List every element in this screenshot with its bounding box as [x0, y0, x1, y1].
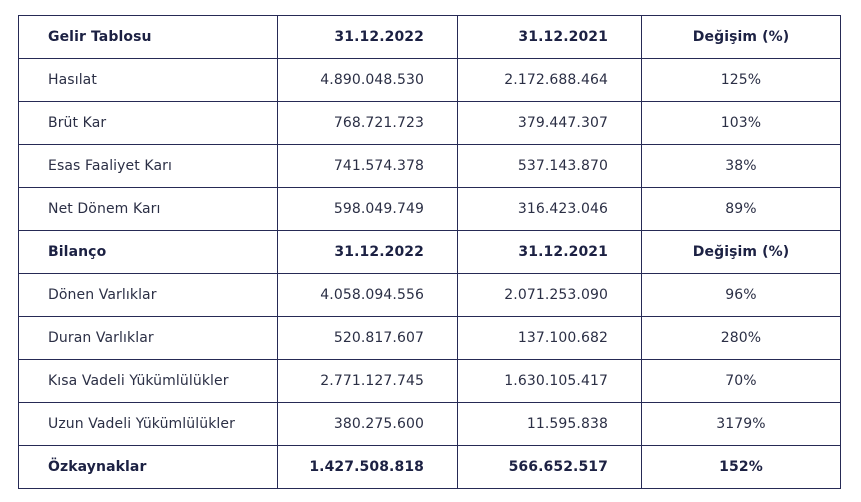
value-2022: 598.049.749: [277, 187, 458, 231]
table-row: Uzun Vadeli Yükümlülükler 380.275.600 11…: [18, 402, 841, 446]
value-2021: 11.595.838: [457, 402, 642, 446]
table-row: Duran Varlıklar 520.817.607 137.100.682 …: [18, 316, 841, 360]
row-label: Dönen Varlıklar: [18, 273, 278, 317]
column-header-change: Değişim (%): [641, 230, 841, 274]
row-label: Esas Faaliyet Karı: [18, 144, 278, 188]
change-percent: 103%: [641, 101, 841, 145]
income-statement-title: Gelir Tablosu: [18, 15, 278, 59]
value-2022: 520.817.607: [277, 316, 458, 360]
balance-sheet-title: Bilanço: [18, 230, 278, 274]
value-2022: 2.771.127.745: [277, 359, 458, 403]
change-percent: 70%: [641, 359, 841, 403]
value-2021: 316.423.046: [457, 187, 642, 231]
table-row: Kısa Vadeli Yükümlülükler 2.771.127.745 …: [18, 359, 841, 403]
table-row: Esas Faaliyet Karı 741.574.378 537.143.8…: [18, 144, 841, 188]
row-label: Özkaynaklar: [18, 445, 278, 489]
value-2022: 4.058.094.556: [277, 273, 458, 317]
row-label: Kısa Vadeli Yükümlülükler: [18, 359, 278, 403]
change-percent: 3179%: [641, 402, 841, 446]
table-row: Net Dönem Karı 598.049.749 316.423.046 8…: [18, 187, 841, 231]
value-2021: 137.100.682: [457, 316, 642, 360]
table-row: Dönen Varlıklar 4.058.094.556 2.071.253.…: [18, 273, 841, 317]
table-row: Brüt Kar 768.721.723 379.447.307 103%: [18, 101, 841, 145]
column-header-2021: 31.12.2021: [457, 230, 642, 274]
value-2021: 2.172.688.464: [457, 58, 642, 102]
row-label: Uzun Vadeli Yükümlülükler: [18, 402, 278, 446]
change-percent: 38%: [641, 144, 841, 188]
value-2022: 4.890.048.530: [277, 58, 458, 102]
change-percent: 152%: [641, 445, 841, 489]
change-percent: 96%: [641, 273, 841, 317]
value-2021: 379.447.307: [457, 101, 642, 145]
column-header-change: Değişim (%): [641, 15, 841, 59]
value-2022: 768.721.723: [277, 101, 458, 145]
row-label: Duran Varlıklar: [18, 316, 278, 360]
value-2021: 537.143.870: [457, 144, 642, 188]
financial-summary-table: Gelir Tablosu 31.12.2022 31.12.2021 Deği…: [18, 15, 841, 489]
change-percent: 125%: [641, 58, 841, 102]
income-statement-header-row: Gelir Tablosu 31.12.2022 31.12.2021 Deği…: [18, 15, 841, 59]
row-label: Net Dönem Karı: [18, 187, 278, 231]
equity-total-row: Özkaynaklar 1.427.508.818 566.652.517 15…: [18, 445, 841, 489]
value-2022: 380.275.600: [277, 402, 458, 446]
change-percent: 89%: [641, 187, 841, 231]
value-2022: 1.427.508.818: [277, 445, 458, 489]
value-2021: 2.071.253.090: [457, 273, 642, 317]
change-percent: 280%: [641, 316, 841, 360]
row-label: Brüt Kar: [18, 101, 278, 145]
column-header-2022: 31.12.2022: [277, 230, 458, 274]
value-2022: 741.574.378: [277, 144, 458, 188]
row-label: Hasılat: [18, 58, 278, 102]
value-2021: 566.652.517: [457, 445, 642, 489]
balance-sheet-header-row: Bilanço 31.12.2022 31.12.2021 Değişim (%…: [18, 230, 841, 274]
value-2021: 1.630.105.417: [457, 359, 642, 403]
table-row: Hasılat 4.890.048.530 2.172.688.464 125%: [18, 58, 841, 102]
column-header-2022: 31.12.2022: [277, 15, 458, 59]
column-header-2021: 31.12.2021: [457, 15, 642, 59]
